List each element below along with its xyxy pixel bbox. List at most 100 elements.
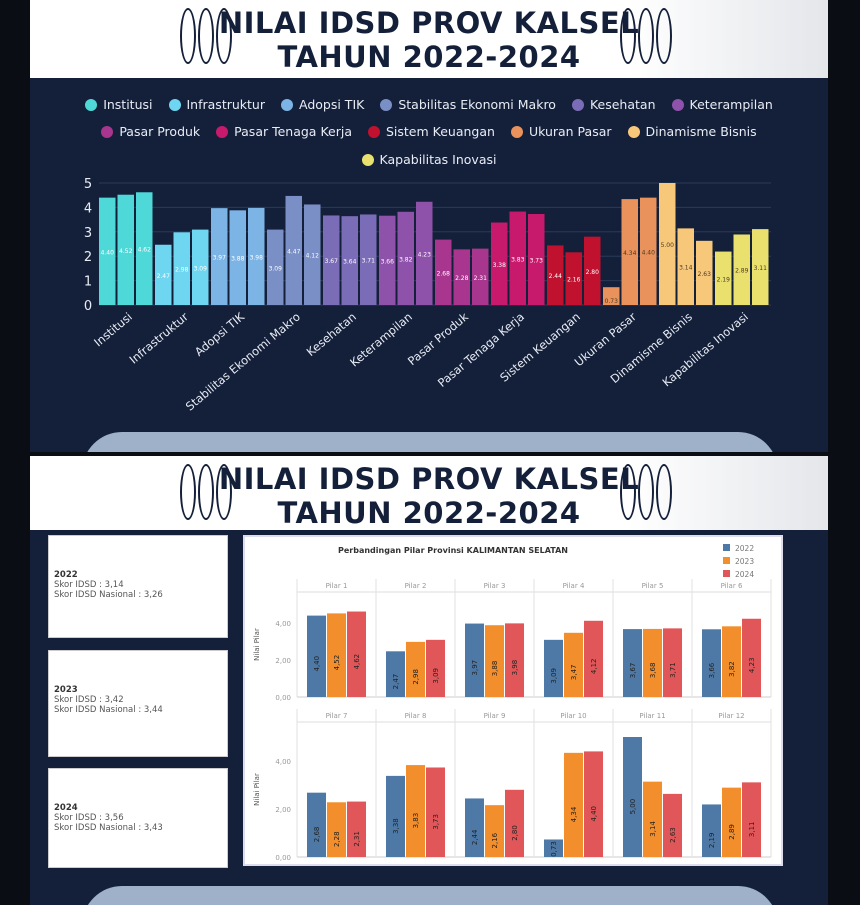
data-label: 0,73	[550, 841, 558, 857]
x-tick-label: Institusi	[91, 310, 135, 350]
legend-label: 2023	[735, 557, 754, 566]
legend-item: Sistem Keuangan	[367, 124, 495, 139]
bar	[304, 204, 321, 305]
bar	[307, 615, 326, 697]
y-tick-label: 2,00	[275, 657, 291, 665]
data-label: 2,80	[511, 825, 519, 841]
data-label: 4.12	[306, 253, 320, 260]
card-national-score: Skor IDSD Nasional : 3,43	[54, 823, 163, 833]
bar	[155, 244, 172, 305]
data-label: 3.09	[269, 265, 283, 272]
data-label: 3.83	[511, 256, 525, 263]
bar	[733, 234, 750, 305]
legend-item: Ukuran Pasar	[510, 124, 612, 139]
bar	[341, 216, 358, 305]
facet-label: Pilar 12	[718, 712, 744, 720]
bar	[544, 639, 563, 697]
data-label: 2.98	[175, 267, 189, 274]
data-label: 2,89	[728, 824, 736, 840]
data-label: 2,31	[353, 831, 361, 847]
data-label: 0.73	[605, 298, 619, 305]
legend-label: 2024	[735, 570, 754, 579]
legend-label: Keterampilan	[689, 97, 773, 112]
bar	[453, 249, 470, 305]
bar	[406, 765, 425, 857]
bar	[426, 767, 445, 857]
bar	[640, 197, 657, 305]
bar	[528, 213, 545, 305]
data-label: 4.62	[138, 247, 152, 254]
data-label: 3.38	[493, 262, 507, 269]
y-tick-label: 4,00	[275, 620, 291, 628]
bar	[485, 805, 504, 857]
title-line-1: NILAI IDSD PROV KALSEL	[218, 6, 640, 40]
facet-label: Pilar 7	[326, 712, 348, 720]
facet-label: Pilar 8	[405, 712, 427, 720]
bar	[659, 183, 676, 305]
data-label: 3,66	[708, 662, 716, 678]
data-label: 3.66	[381, 258, 395, 265]
bar	[565, 252, 582, 305]
data-label: 2,47	[392, 674, 400, 690]
data-label: 3,97	[471, 660, 479, 676]
legend-swatch	[361, 154, 374, 166]
legend-item: Pasar Produk	[101, 124, 200, 139]
data-label: 3,09	[432, 668, 440, 684]
legend-label: Adopsi TIK	[299, 97, 365, 112]
legend-swatch	[510, 126, 523, 138]
bar	[485, 625, 504, 697]
bar	[360, 214, 377, 305]
legend-swatch	[723, 557, 730, 564]
legend-label: Sistem Keuangan	[385, 124, 495, 139]
data-label: 4.23	[418, 251, 432, 258]
card-year: 2024	[54, 803, 78, 813]
data-label: 3,68	[649, 663, 657, 679]
data-label: 3.11	[754, 265, 768, 272]
rings-decoration-left	[180, 8, 232, 64]
data-label: 2,19	[708, 833, 716, 849]
data-label: 4.40	[642, 249, 656, 256]
data-label: 4,40	[590, 806, 598, 822]
legend-item: Keterampilan	[671, 97, 773, 112]
bar	[465, 623, 484, 697]
legend-label: 2022	[735, 544, 754, 553]
rings-decoration-right	[620, 8, 672, 64]
data-label: 4.52	[119, 248, 133, 255]
score-card-2023: 2023 Skor IDSD : 3,42 Skor IDSD Nasional…	[48, 650, 228, 757]
bar	[564, 752, 583, 857]
data-label: 5.00	[661, 242, 675, 249]
y-tick-label: 3	[84, 226, 92, 241]
facet-label: Pilar 11	[639, 712, 665, 720]
card-year: 2022	[54, 570, 78, 580]
bar	[229, 210, 246, 305]
facet-label: Pilar 3	[484, 582, 506, 590]
data-label: 2,16	[491, 832, 499, 848]
legend-swatch	[627, 126, 640, 138]
data-label: 3,88	[491, 661, 499, 677]
legend-item: Dinamisme Bisnis	[627, 124, 757, 139]
legend-label: Ukuran Pasar	[528, 124, 612, 139]
legend-label: Dinamisme Bisnis	[645, 124, 757, 139]
title-line-1: NILAI IDSD PROV KALSEL	[218, 462, 640, 496]
legend-swatch	[367, 126, 380, 138]
bar	[327, 802, 346, 857]
bar	[505, 789, 524, 857]
x-tick-label: Stabilitas Ekonomi Makro	[183, 310, 303, 414]
data-label: 5,00	[629, 799, 637, 815]
data-label: 2.47	[157, 273, 171, 280]
bar	[323, 215, 340, 305]
bar	[742, 618, 761, 697]
y-tick-label: 0,00	[275, 694, 291, 702]
bar	[327, 613, 346, 697]
legend-label: Kapabilitas Inovasi	[379, 152, 497, 167]
legend-label: Pasar Produk	[119, 124, 201, 139]
title-line-2: TAHUN 2022-2024	[277, 496, 581, 530]
legend-swatch	[168, 99, 181, 111]
data-label: 2,63	[669, 827, 677, 843]
bar	[386, 651, 405, 697]
y-tick-label: 2,00	[275, 806, 291, 814]
bar	[491, 222, 508, 305]
bar	[643, 781, 662, 857]
card-year: 2023	[54, 685, 78, 695]
card-national-score: Skor IDSD Nasional : 3,44	[54, 705, 163, 715]
